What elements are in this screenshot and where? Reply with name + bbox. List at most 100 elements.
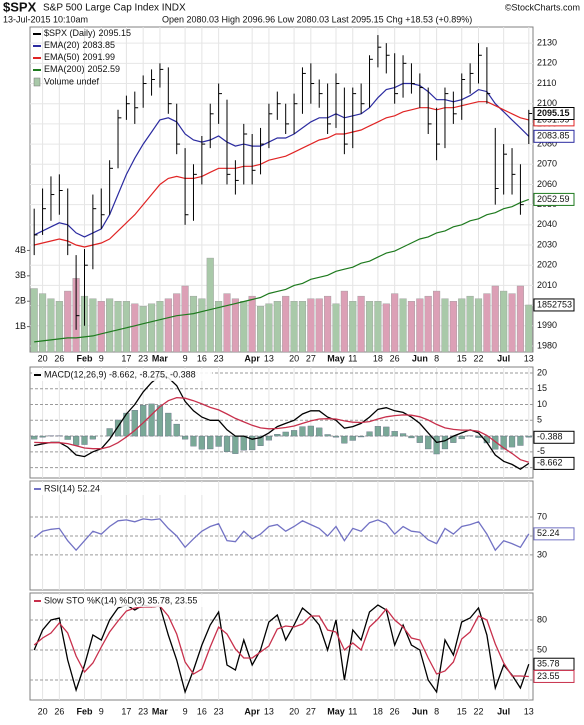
x-tick-label: Apr [244,706,260,716]
histogram-bar [156,405,164,437]
histogram-bar [341,435,348,444]
histogram-bar [240,435,247,451]
histogram-bar [64,435,71,440]
x-tick-label: 20 [38,353,48,363]
x-tick-label: 26 [54,706,64,716]
x-tick-label: 9 [99,353,104,363]
x-tick-label: 27 [306,706,316,716]
volume-bar [424,295,432,353]
volume-bar [500,290,508,353]
histogram-bar [207,435,214,450]
x-tick-label: 13 [264,706,274,716]
y-tick-label: 70 [537,511,547,521]
x-tick-label: 13 [524,706,534,716]
histogram-bar [399,433,407,437]
indicator-line [33,518,530,552]
value-tag [533,430,575,444]
histogram-bar [290,430,298,437]
histogram-bar [425,435,432,450]
x-tick-label: 20 [289,353,299,363]
x-tick-label: 17 [121,706,131,716]
legend-name: $SPX (Daily) [44,28,96,38]
volume-bar [273,301,281,353]
x-tick-label: Jul [497,353,510,363]
histogram-bar [441,435,449,450]
volume-tick-label: 3B [15,270,26,280]
x-tick-label: Jun [412,706,428,716]
legend-name: EMA(200) [44,64,85,74]
volume-bar [256,306,265,353]
y-tick-label: 10 [537,399,547,409]
value-tag [533,106,575,120]
histogram-bar [349,435,356,441]
ema-line [33,82,530,238]
volume-bar [248,295,256,353]
volume-bar [307,298,315,353]
value-tag-label: -8.662 [537,458,563,468]
y-tick-label: 2110 [537,78,556,88]
x-tick-label: 11 [348,353,357,363]
volume-bar [416,298,424,353]
histogram-bar [274,434,281,437]
x-tick-label: 8 [434,353,439,363]
y-tick-label: 15 [537,383,547,393]
volume-bar [466,295,474,353]
x-tick-label: 18 [373,353,383,363]
y-tick-label: 1990 [537,320,557,330]
legend-entry: EMA(20) 2083.85 [44,40,115,50]
indicator-line [33,605,529,678]
legend-name: EMA(50) [44,52,80,62]
volume-bar [315,298,323,353]
value-tag [533,192,575,206]
y-tick-label: 50 [537,644,547,654]
histogram-bar [525,435,532,438]
histogram-bar [173,423,180,437]
volume-bar [181,285,189,353]
histogram-bar [198,435,205,450]
volume-bar [173,293,181,353]
volume-bar [39,293,47,353]
histogram-bar [131,410,138,437]
y-tick-label: 2120 [537,58,557,68]
x-tick-label: May [327,353,345,363]
legend-bg [32,595,212,607]
histogram-bar [249,435,256,451]
histogram-bar [416,435,423,443]
ema-line [34,198,530,343]
value-tag-label: 52.24 [537,528,560,538]
y-tick-label: 5 [537,415,542,425]
histogram-bar [215,435,222,447]
volume-bar [231,298,239,353]
y-tick-label: 20 [537,367,547,377]
histogram-bar [408,435,415,439]
volume-bar [240,301,248,353]
x-tick-label: 20 [289,706,299,716]
y-tick-label: 2080 [537,138,557,148]
y-tick-label: 2010 [537,280,557,290]
histogram-bar [223,435,231,452]
volume-bar [433,290,441,353]
ema-line [34,101,529,248]
panel [29,366,534,479]
y-tick-label: 80 [537,614,547,624]
indicator-line [34,375,530,470]
volume-bar [164,298,172,353]
index-name: S&P 500 Large Cap Index INDX [43,3,186,14]
y-tick-label: 2020 [537,260,557,270]
x-tick-label: 9 [99,706,104,716]
legend-value: 2091.99 [83,52,116,62]
x-tick-label: 9 [183,706,188,716]
value-tag [533,527,575,541]
legend-bg [32,369,212,381]
x-tick-label: 23 [138,706,148,716]
volume-bar [215,301,223,353]
value-tag [533,669,575,683]
value-tag-label: 1852753 [537,299,572,309]
histogram-bar [81,435,88,445]
histogram-bar [458,435,465,440]
x-tick-label: Feb [76,353,93,363]
x-tick-label: 23 [138,353,148,363]
legend-value: 2052.59 [88,64,121,74]
histogram-bar [492,435,499,450]
